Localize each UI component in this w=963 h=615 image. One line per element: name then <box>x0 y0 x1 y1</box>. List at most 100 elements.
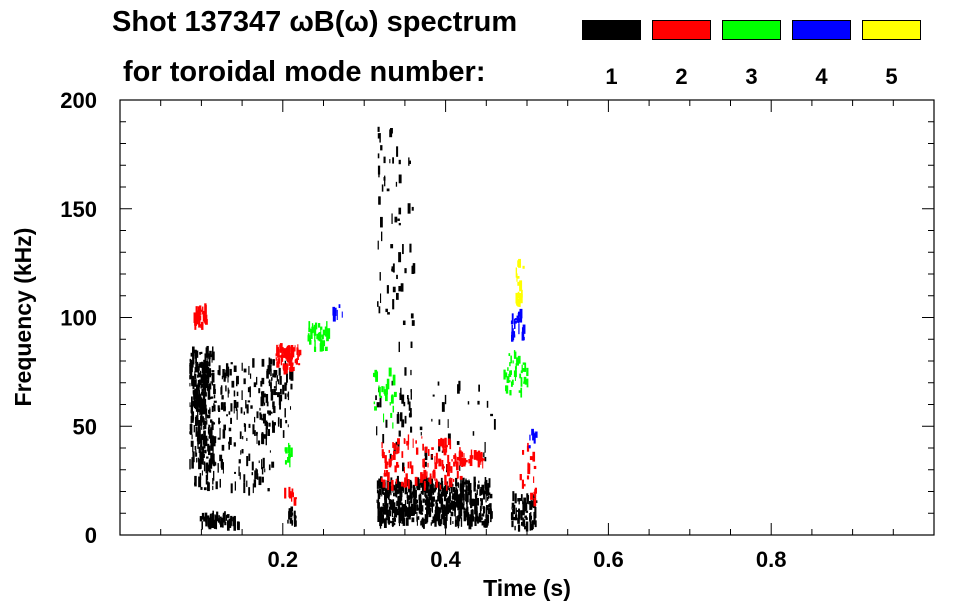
spectrum-point-n=1 <box>209 424 211 428</box>
y-axis-label: Frequency (kHz) <box>10 228 36 407</box>
spectrum-point-n=1 <box>206 386 210 391</box>
spectrum-point-n=1 <box>200 452 202 456</box>
spectrum-point-n=1 <box>223 406 226 411</box>
spectrum-point-n=1 <box>208 517 211 523</box>
spectrum-point-n=2 <box>477 457 480 468</box>
spectrum-point-n=4 <box>511 313 514 324</box>
spectrum-point-n=4 <box>533 433 536 444</box>
spectrum-point-n=1 <box>406 497 409 505</box>
spectrum-point-n=2 <box>198 310 200 314</box>
spectrum-point-n=1 <box>398 207 402 215</box>
spectrum-point-n=1 <box>213 422 216 425</box>
spectrum-point-n=1 <box>457 503 460 510</box>
spectrum-point-n=2 <box>290 344 294 355</box>
spectrum-point-n=2 <box>404 477 408 488</box>
spectrum-point-n=1 <box>474 499 477 509</box>
spectrum-point-n=1 <box>203 487 207 491</box>
spectrum-point-n=1 <box>407 203 411 214</box>
spectrum-point-n=1 <box>449 480 452 488</box>
spectrum-point-n=2 <box>441 463 444 470</box>
spectrum-point-n=1 <box>488 478 491 488</box>
spectrum-point-n=1 <box>203 461 206 472</box>
spectrum-point-n=2 <box>381 442 383 449</box>
spectrum-point-n=1 <box>210 354 213 358</box>
spectrum-point-n=1 <box>227 387 229 398</box>
spectrum-point-n=1 <box>465 485 468 495</box>
spectrum-point-n=1 <box>465 491 468 502</box>
spectrum-point-n=1 <box>404 505 408 517</box>
spectrum-point-n=1 <box>430 502 433 507</box>
spectrum-point-n=1 <box>217 518 221 523</box>
spectrum-point-n=1 <box>417 507 420 511</box>
spectrum-point-n=1 <box>237 522 240 528</box>
spectrum-point-n=1 <box>197 417 199 425</box>
spectrum-point-n=1 <box>382 434 385 444</box>
spectrum-point-n=1 <box>259 414 263 420</box>
spectrum-point-n=1 <box>380 293 382 304</box>
spectrum-point-n=1 <box>440 501 443 504</box>
spectrum-point-n=5 <box>516 273 518 282</box>
spectrum-point-n=1 <box>199 394 202 405</box>
spectrum-point-n=1 <box>200 453 203 465</box>
spectrum-point-n=1 <box>207 443 210 452</box>
spectrum-point-n=1 <box>472 498 475 506</box>
spectrum-point-n=1 <box>522 519 526 526</box>
spectrum-point-n=1 <box>270 368 272 377</box>
spectrum-point-n=1 <box>189 362 192 367</box>
spectrum-point-n=1 <box>473 481 476 492</box>
spectrum-point-n=1 <box>226 366 229 377</box>
spectrum-point-n=1 <box>194 416 198 426</box>
spectrum-point-n=1 <box>533 512 536 523</box>
spectrum-point-n=1 <box>411 503 414 513</box>
spectrum-point-n=1 <box>272 373 275 378</box>
spectrum-point-n=2 <box>445 447 448 453</box>
spectrum-point-n=1 <box>201 512 205 520</box>
spectrum-point-n=1 <box>267 365 270 375</box>
spectrum-point-n=2 <box>447 454 450 464</box>
spectrum-point-n=2 <box>464 458 467 465</box>
spectrum-point-n=1 <box>530 520 532 527</box>
spectrum-point-n=1 <box>202 450 205 454</box>
spectrum-point-n=1 <box>211 353 214 358</box>
spectrum-point-n=3 <box>379 395 383 399</box>
spectrum-point-n=1 <box>398 222 401 226</box>
spectrum-point-n=1 <box>192 390 196 395</box>
spectrum-point-n=2 <box>199 315 202 321</box>
spectrum-point-n=1 <box>431 489 433 500</box>
spectrum-point-n=1 <box>274 391 277 396</box>
spectrum-point-n=1 <box>402 244 404 255</box>
spectrum-point-n=2 <box>527 468 529 473</box>
spectrum-point-n=1 <box>512 508 514 513</box>
spectrum-point-n=1 <box>398 502 400 511</box>
spectrum-point-n=2 <box>202 310 205 322</box>
spectrum-point-n=1 <box>381 184 384 192</box>
spectrum-point-n=1 <box>222 522 224 528</box>
spectrum-point-n=1 <box>206 515 210 520</box>
spectrum-point-n=1 <box>233 365 237 372</box>
spectrum-point-n=2 <box>291 488 294 496</box>
spectrum-point-n=1 <box>415 499 419 504</box>
spectrum-point-n=1 <box>258 440 261 446</box>
spectrum-point-n=2 <box>404 438 406 444</box>
spectrum-point-n=1 <box>287 519 289 524</box>
spectrum-point-n=1 <box>432 516 435 523</box>
spectrum-point-n=1 <box>392 520 394 528</box>
spectrum-point-n=1 <box>392 489 394 493</box>
spectrum-point-n=3 <box>513 350 516 353</box>
spectrum-point-n=1 <box>199 473 202 480</box>
spectrum-point-n=5 <box>518 297 521 307</box>
spectrum-point-n=3 <box>372 372 375 377</box>
spectrum-point-n=2 <box>204 314 208 324</box>
spectrum-point-n=1 <box>199 409 201 416</box>
spectrum-point-n=3 <box>288 442 290 454</box>
spectrum-point-n=4 <box>511 329 513 340</box>
spectrum-point-n=1 <box>194 388 197 399</box>
spectrum-point-n=4 <box>518 323 520 335</box>
spectrum-point-n=2 <box>391 454 393 461</box>
spectrum-point-n=1 <box>457 482 459 488</box>
spectrum-point-n=1 <box>201 365 205 371</box>
spectrum-point-n=1 <box>261 476 264 483</box>
spectrum-point-n=1 <box>406 513 408 522</box>
spectrum-point-n=1 <box>420 520 422 526</box>
spectrum-point-n=1 <box>212 436 216 447</box>
